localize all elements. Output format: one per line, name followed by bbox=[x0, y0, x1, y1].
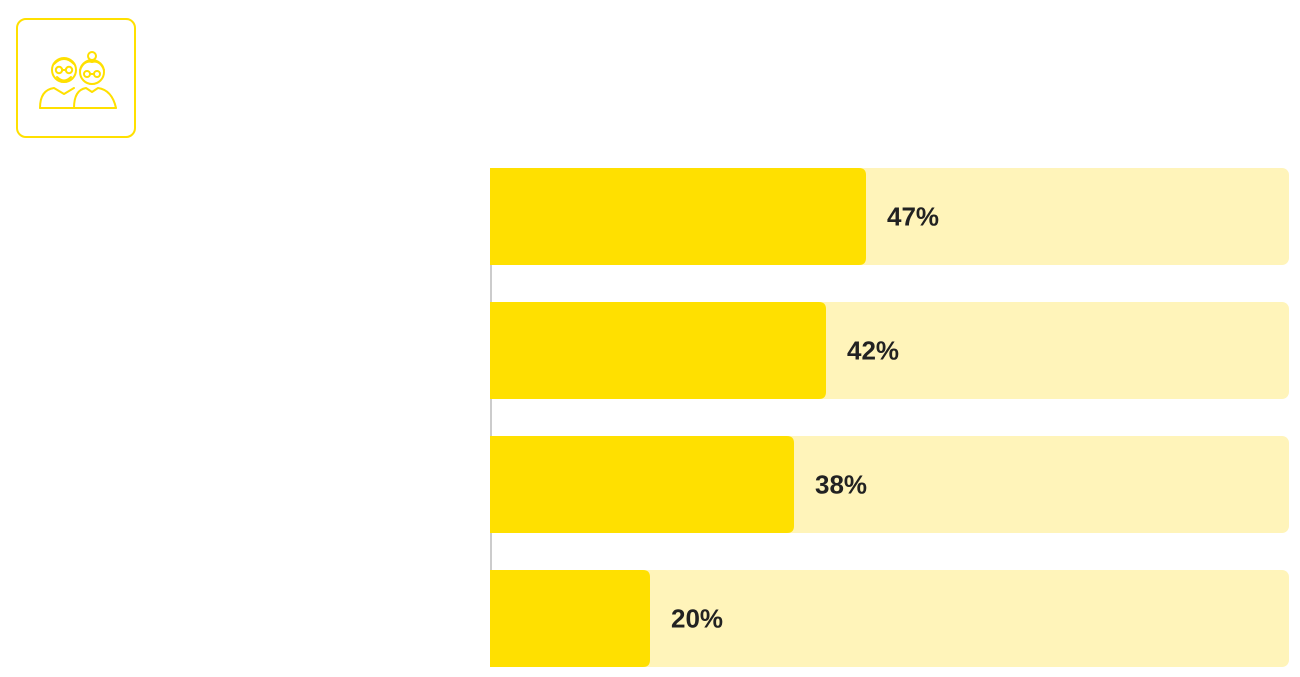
bar bbox=[490, 570, 650, 667]
elderly-couple-icon bbox=[39, 51, 117, 109]
bar bbox=[490, 302, 826, 399]
bar-track bbox=[490, 570, 1289, 667]
bar bbox=[490, 436, 794, 533]
bar bbox=[490, 168, 866, 265]
bar-value-label: 38% bbox=[815, 470, 867, 500]
bar-value-label: 47% bbox=[887, 202, 939, 232]
bar-value-label: 20% bbox=[671, 604, 723, 634]
elderly-couple-icon-box bbox=[16, 18, 136, 138]
bar-value-label: 42% bbox=[847, 336, 899, 366]
